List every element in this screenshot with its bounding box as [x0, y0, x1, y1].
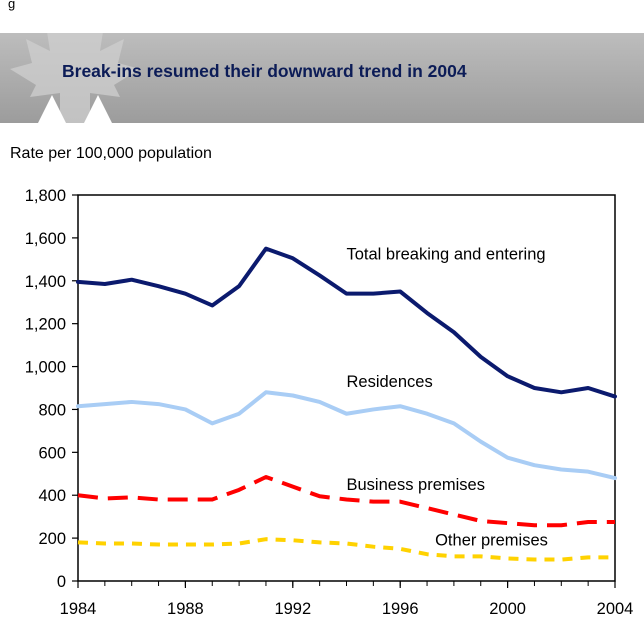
- figure-label: g: [8, 0, 16, 11]
- x-tick-label: 2004: [597, 600, 634, 615]
- chart-title: Break-ins resumed their downward trend i…: [62, 61, 467, 81]
- x-tick-label: 1996: [382, 600, 419, 615]
- line-chart: 0 200 400 600 800 1,000 1,200 1,400 1,600 1,800 19…: [25, 187, 634, 615]
- y-tick-label: 1,000: [25, 359, 66, 377]
- x-tick-label: 1984: [60, 600, 97, 615]
- y-tick-label: 1,800: [25, 187, 66, 205]
- series-line-1: [76, 390, 617, 481]
- y-tick-label: 1,400: [25, 273, 66, 291]
- series-line-2: [77, 474, 615, 528]
- y-tick-label: 400: [38, 487, 66, 505]
- y-tick-label: 600: [38, 444, 66, 462]
- y-tick-label: 800: [38, 401, 66, 419]
- series-label-2: Business premises: [347, 476, 485, 494]
- series-label-3: Other premises: [435, 532, 548, 550]
- series-line-0: [76, 246, 617, 399]
- series-label-0: Total breaking and entering: [347, 245, 546, 263]
- x-tick-label: 1988: [167, 600, 204, 615]
- y-tick-label: 200: [38, 530, 66, 548]
- y-tick-label: 1,600: [25, 230, 66, 248]
- maple-leaf-icon: [10, 33, 140, 123]
- series-label-1: Residences: [347, 373, 433, 391]
- y-tick-label: 1,200: [25, 316, 66, 334]
- title-banner: Break-ins resumed their downward trend i…: [0, 33, 644, 123]
- y-tick-label: 0: [57, 573, 66, 591]
- x-tick-label: 1992: [274, 600, 311, 615]
- y-axis-label: Rate per 100,000 population: [10, 145, 212, 162]
- x-tick-label: 2000: [489, 600, 526, 615]
